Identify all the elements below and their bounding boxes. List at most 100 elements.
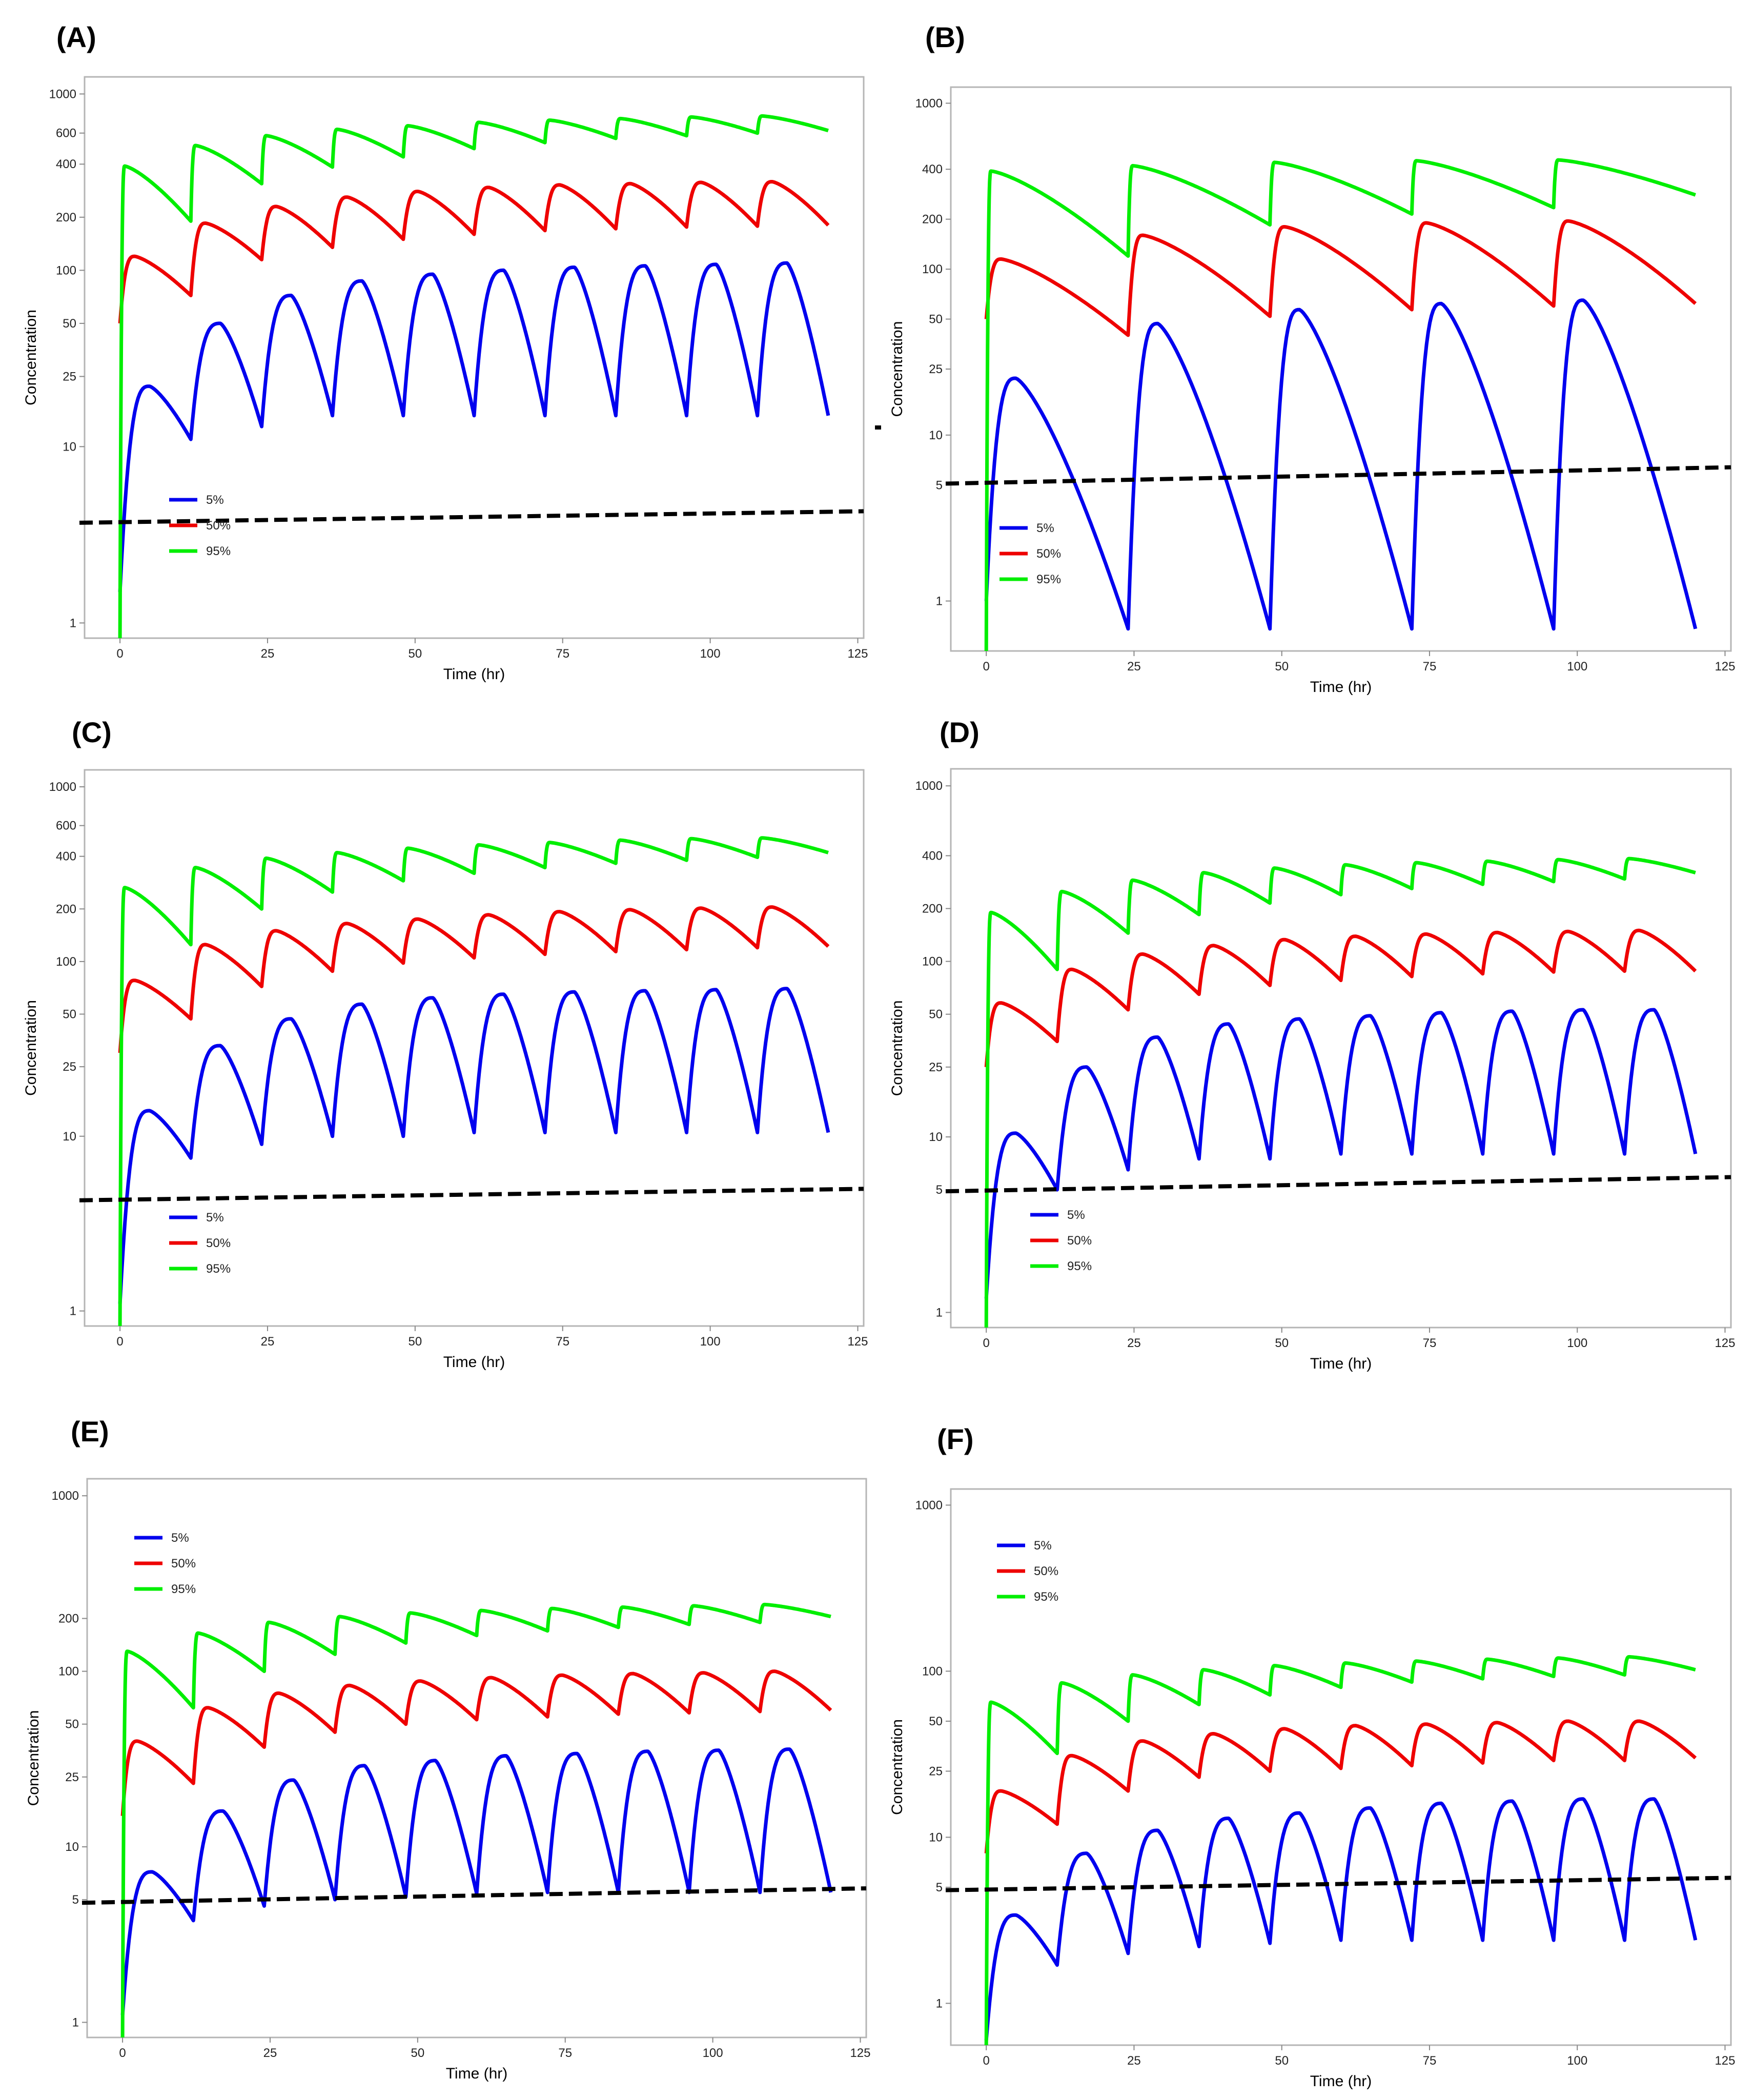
chart-panel: 0 25 50 75 100 125 1 5 10 25 50 100 200 400 1000 Time (… — [889, 768, 1735, 1372]
y-tick-label: 1 — [72, 2015, 79, 2029]
y-tick-label: 25 — [929, 362, 943, 376]
legend-label: 5% — [1036, 521, 1054, 535]
chart-panel: 0 25 50 75 100 125 1 5 10 25 50 100 200 1000 Time (hr)… — [25, 1478, 871, 2082]
panel-label-a: (A) — [56, 21, 96, 53]
series-line-50pct — [118, 180, 830, 324]
series-line-95pct — [118, 836, 829, 1327]
y-tick-label: 100 — [58, 1665, 79, 1679]
y-tick-label: 5 — [936, 1183, 943, 1197]
panel-label-c: (C) — [72, 716, 112, 748]
y-tick-label: 1 — [936, 1996, 943, 2010]
y-tick-label: 50 — [929, 313, 943, 327]
y-tick-label: 10 — [63, 1130, 76, 1144]
x-tick-label: 25 — [261, 1335, 275, 1349]
legend-label: 95% — [1067, 1259, 1092, 1273]
x-tick-label: 75 — [558, 2046, 572, 2060]
y-tick-label: 200 — [56, 211, 76, 225]
panel-label-b: (B) — [925, 21, 965, 53]
legend-label: 5% — [206, 493, 224, 507]
x-tick-label: 75 — [1423, 660, 1437, 674]
y-axis-title: Concentration — [23, 310, 39, 405]
x-tick-label: 75 — [1423, 1336, 1437, 1350]
x-tick-label: 125 — [847, 1335, 868, 1349]
x-tick-label: 0 — [116, 647, 123, 661]
y-tick-label: 50 — [65, 1718, 79, 1731]
legend-label: 50% — [1036, 547, 1061, 561]
y-axis-title: Concentration — [889, 321, 906, 417]
y-tick-label: 25 — [63, 370, 76, 383]
x-axis-title: Time (hr) — [1310, 1355, 1372, 1372]
plot-frame — [950, 1488, 1732, 2046]
threshold-dashed-line — [79, 509, 864, 525]
legend-label: 5% — [1067, 1208, 1085, 1222]
y-tick-label: 1000 — [915, 1498, 943, 1512]
chart-panel: 0 25 50 75 100 125 1 5 10 25 50 100 1000 Time (hr) Con… — [889, 1488, 1735, 2090]
x-tick-label: 50 — [411, 2046, 424, 2060]
legend-label: 95% — [1034, 1590, 1058, 1604]
panel-label-f: (F) — [937, 1423, 974, 1455]
threshold-dashed-line — [945, 465, 1731, 486]
x-tick-label: 25 — [261, 647, 275, 661]
threshold-dashed-line — [945, 1175, 1731, 1194]
y-tick-label: 50 — [929, 1715, 943, 1728]
plot-frame — [950, 768, 1732, 1329]
y-axis-title: Concentration — [25, 1710, 42, 1806]
legend-label: 95% — [171, 1582, 196, 1596]
x-tick-label: 125 — [1715, 2054, 1735, 2068]
legend-label: 5% — [171, 1531, 189, 1545]
y-tick-label: 1000 — [52, 1489, 79, 1503]
y-tick-label: 25 — [63, 1060, 76, 1074]
y-tick-label: 10 — [63, 440, 76, 454]
y-tick-label: 1000 — [915, 96, 943, 110]
y-tick-label: 5 — [936, 1881, 943, 1894]
chart-panel: 0 25 50 75 100 125 1 10 25 50 100 200 400 600 1000 Time… — [23, 76, 868, 683]
legend-label: 5% — [1034, 1539, 1052, 1553]
y-tick-label: 50 — [929, 1008, 943, 1022]
x-tick-label: 50 — [408, 647, 422, 661]
x-tick-label: 50 — [1275, 2054, 1289, 2068]
y-axis-title: Concentration — [889, 1719, 906, 1815]
x-tick-label: 0 — [983, 660, 990, 674]
y-tick-label: 100 — [56, 955, 76, 969]
y-tick-label: 25 — [65, 1770, 79, 1784]
panel-label-e: (E) — [71, 1415, 109, 1447]
x-tick-label: 25 — [1127, 1336, 1141, 1350]
x-tick-label: 75 — [556, 1335, 569, 1349]
y-tick-label: 50 — [63, 317, 76, 331]
y-tick-label: 10 — [929, 429, 943, 442]
x-tick-label: 0 — [119, 2046, 126, 2060]
series-line-5pct — [120, 1747, 833, 2015]
series-line-50pct — [984, 928, 1697, 1068]
series-line-50pct — [120, 1669, 832, 1817]
series-line-5pct — [118, 987, 830, 1304]
legend-label: 95% — [1036, 573, 1061, 586]
legend-label: 5% — [206, 1211, 224, 1225]
x-tick-label: 75 — [1423, 2054, 1437, 2068]
x-tick-label: 0 — [983, 1336, 990, 1350]
y-tick-label: 1 — [936, 1306, 943, 1319]
y-tick-label: 1000 — [49, 780, 76, 794]
x-tick-label: 100 — [1567, 660, 1587, 674]
y-tick-label: 1000 — [49, 87, 76, 101]
x-tick-label: 75 — [556, 647, 569, 661]
x-tick-label: 125 — [1715, 660, 1735, 674]
x-axis-title: Time (hr) — [1310, 679, 1372, 696]
x-tick-label: 50 — [408, 1335, 422, 1349]
series-line-95pct — [120, 1602, 832, 2038]
series-line-95pct — [984, 1655, 1697, 2046]
stray-dash-mark — [875, 425, 881, 430]
y-tick-label: 1 — [70, 616, 76, 630]
series-line-5pct — [984, 1797, 1698, 2041]
y-tick-label: 400 — [922, 162, 943, 176]
y-tick-label: 100 — [922, 1664, 943, 1678]
y-tick-label: 200 — [58, 1612, 79, 1626]
y-tick-label: 400 — [56, 157, 76, 171]
series-line-50pct — [984, 219, 1697, 337]
y-tick-label: 1 — [70, 1304, 76, 1318]
y-tick-label: 1000 — [915, 779, 943, 793]
x-axis-title: Time (hr) — [1310, 2073, 1372, 2090]
x-tick-label: 125 — [1715, 1336, 1735, 1350]
series-line-95pct — [984, 158, 1696, 651]
y-tick-label: 10 — [65, 1840, 79, 1854]
threshold-dashed-line — [945, 1875, 1731, 1892]
